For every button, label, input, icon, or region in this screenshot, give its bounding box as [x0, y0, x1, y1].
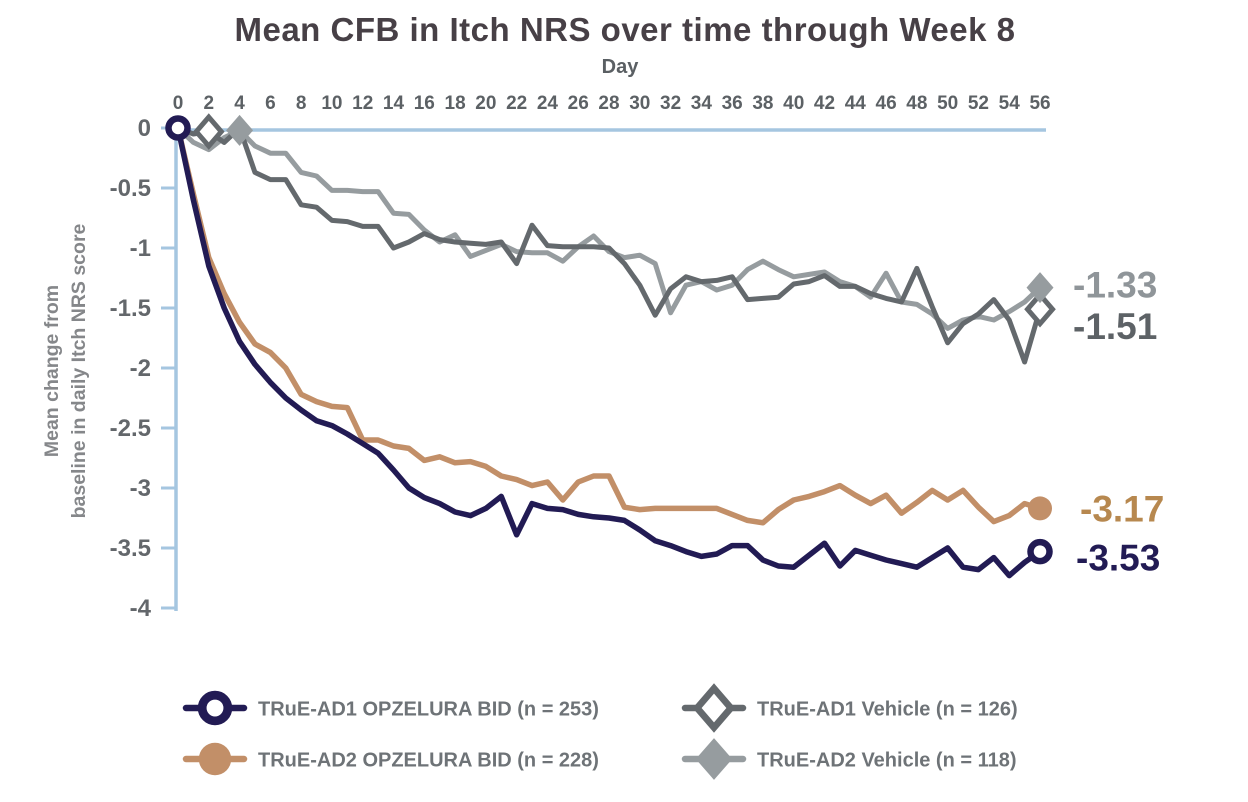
x-tick-label: 4 — [234, 93, 245, 114]
series-line-true-ad2-opzelura-bid — [175, 125, 1043, 526]
legend-item-true-ad2-vehicle: TRuE-AD2 Vehicle (n = 118) — [681, 738, 1017, 780]
y-tick-label: -2.5 — [110, 415, 151, 442]
end-label-true-ad2-vehicle: -1.33 — [1073, 265, 1157, 306]
legend-label-true-ad2-vehicle: TRuE-AD2 Vehicle (n = 118) — [757, 750, 1017, 772]
x-tick-label: 46 — [876, 93, 897, 114]
chart-title: Mean CFB in Itch NRS over time through W… — [234, 11, 1015, 48]
marker-diamond-filled-true-ad2-vehicle — [226, 114, 254, 146]
x-tick-label: 10 — [321, 93, 342, 114]
x-tick-label: 28 — [598, 93, 619, 114]
x-tick-label: 42 — [814, 93, 835, 114]
marker-diamond-open-true-ad1-vehicle — [692, 683, 736, 733]
x-tick-label: 6 — [265, 93, 276, 114]
x-tick-label: 44 — [845, 93, 867, 114]
x-tick-label: 30 — [629, 93, 650, 114]
legend-item-true-ad1-opzelura-bid: TRuE-AD1 OPZELURA BID (n = 253) — [182, 690, 599, 726]
y-tick-label: -1 — [130, 235, 151, 262]
legend-label-true-ad2-opzelura-bid: TRuE-AD2 OPZELURA BID (n = 228) — [258, 750, 599, 772]
y-tick-label: -2 — [130, 355, 151, 382]
x-tick-label: 16 — [414, 93, 435, 114]
marker-diamond-open-true-ad1-vehicle — [1024, 290, 1056, 328]
x-tick-label: 24 — [537, 93, 559, 114]
marker-diamond-filled-true-ad2-vehicle — [695, 738, 733, 780]
x-tick-label: 0 — [173, 93, 184, 114]
x-axis-title: Day — [602, 56, 640, 78]
series-line-true-ad1-opzelura-bid — [175, 125, 1043, 579]
y-tick-label: 0 — [138, 115, 151, 142]
x-tick-label: 14 — [383, 93, 405, 114]
legend-item-true-ad1-vehicle: TRuE-AD1 Vehicle (n = 126) — [681, 683, 1018, 733]
x-tick-label: 48 — [906, 93, 927, 114]
series-lines — [175, 125, 1043, 579]
x-tick-label: 22 — [506, 93, 527, 114]
marker-circle-open-true-ad1-opzelura-bid — [197, 690, 233, 726]
x-tick-label: 56 — [1029, 93, 1050, 114]
marker-circle-open-true-ad1-opzelura-bid — [1027, 538, 1053, 565]
x-tick-label: 50 — [937, 93, 958, 114]
x-tick-label: 2 — [203, 93, 214, 114]
y-axis-title-line1: Mean change from — [41, 285, 63, 457]
marker-circle-open-true-ad1-opzelura-bid — [165, 115, 191, 141]
x-tick-label: 8 — [296, 93, 307, 114]
y-tick-label: -3 — [130, 475, 151, 502]
x-tick-labels: 0 2 4 6 8 10 12 14 16 18 20 22 24 26 28 30 32 34 36 38 40 42 4… — [173, 93, 1051, 114]
end-label-true-ad1-vehicle: -1.51 — [1073, 306, 1157, 347]
marker-circle-filled-true-ad2-opzelura-bid — [1028, 496, 1053, 521]
legend-label-true-ad1-opzelura-bid: TRuE-AD1 OPZELURA BID (n = 253) — [258, 699, 599, 721]
series-line-true-ad2-vehicle — [175, 125, 1043, 331]
x-tick-label: 34 — [691, 93, 713, 114]
x-tick-label: 54 — [999, 93, 1021, 114]
end-label-true-ad1-opzelura-bid: -3.53 — [1076, 538, 1160, 579]
y-tick-labels: 0 -0.5 -1 -1.5 -2 -2.5 -3 -3.5 -4 — [110, 115, 176, 622]
y-tick-label: -4 — [130, 595, 152, 622]
x-tick-label: 20 — [475, 93, 496, 114]
x-tick-label: 18 — [445, 93, 466, 114]
y-tick-label: -1.5 — [110, 295, 151, 322]
x-tick-label: 52 — [968, 93, 989, 114]
series-end-labels: -3.53 -3.17 -1.51-1.33 — [1073, 265, 1164, 579]
marker-diamond-filled-true-ad2-vehicle — [1026, 272, 1054, 304]
x-tick-label: 26 — [568, 93, 589, 114]
legend-label-true-ad1-vehicle: TRuE-AD1 Vehicle (n = 126) — [757, 699, 1018, 721]
x-tick-label: 40 — [783, 93, 804, 114]
chart-legend: TRuE-AD1 OPZELURA BID (n = 253) TRuE-AD2 … — [182, 683, 1018, 780]
x-tick-label: 32 — [660, 93, 681, 114]
marker-circle-filled-true-ad2-opzelura-bid — [198, 742, 232, 776]
series-markers — [165, 113, 1056, 565]
y-tick-label: -3.5 — [110, 535, 151, 562]
x-tick-label: 38 — [752, 93, 773, 114]
x-tick-label: 36 — [722, 93, 743, 114]
y-tick-label: -0.5 — [110, 175, 151, 202]
legend-item-true-ad2-opzelura-bid: TRuE-AD2 OPZELURA BID (n = 228) — [182, 742, 599, 776]
marker-diamond-open-true-ad1-vehicle — [192, 113, 225, 150]
end-label-true-ad2-opzelura-bid: -3.17 — [1080, 488, 1164, 529]
y-axis-title-line2: baseline in daily Itch NRS score — [68, 223, 90, 518]
x-tick-label: 12 — [352, 93, 373, 114]
series-line-true-ad1-vehicle — [175, 125, 1043, 365]
